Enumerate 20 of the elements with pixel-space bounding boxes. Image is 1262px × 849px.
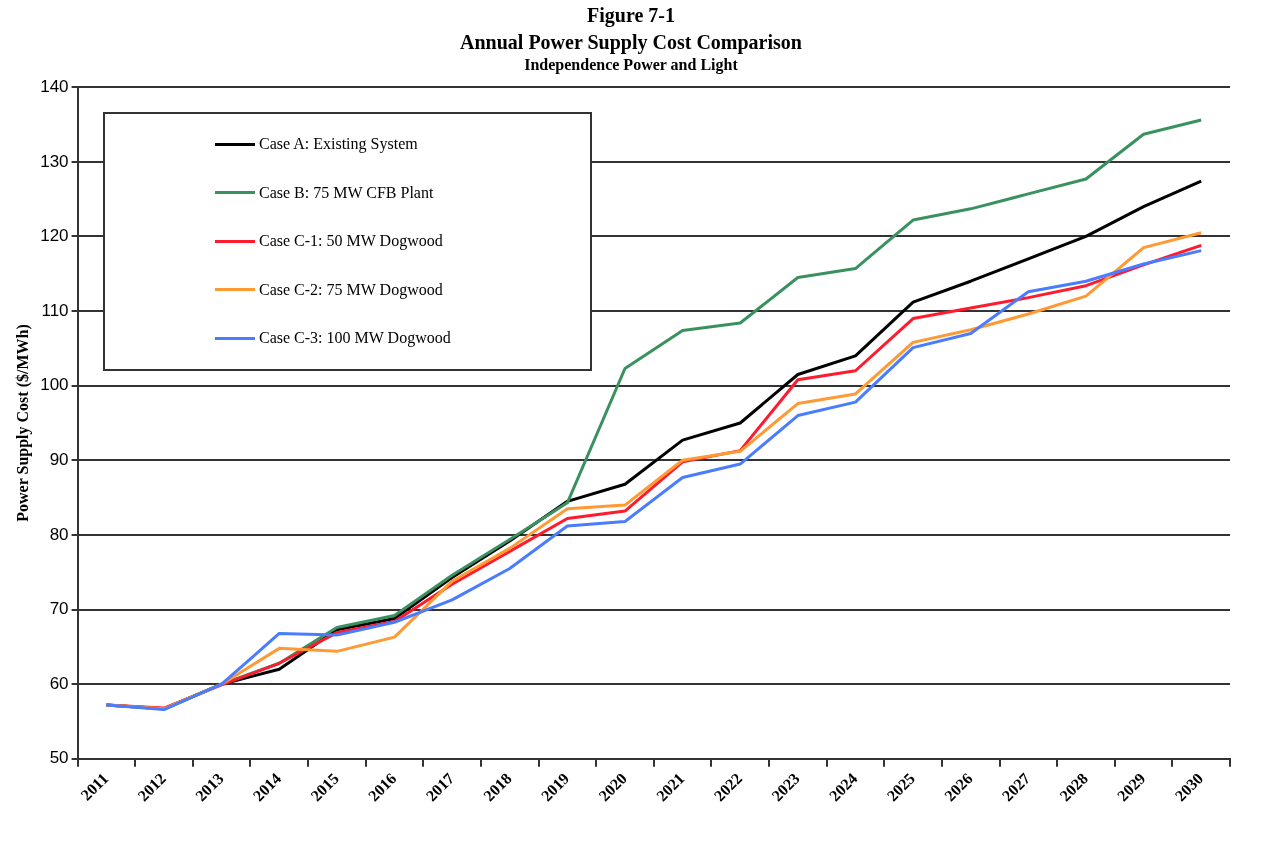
y-tick-label: 110 (41, 300, 69, 320)
legend-label: Case B: 75 MW CFB Plant (259, 183, 434, 202)
y-tick-label: 70 (49, 599, 69, 619)
caption: Figure 7-1 (586, 4, 676, 27)
y-tick-label: 130 (40, 151, 69, 171)
y-tick-label: 60 (49, 673, 69, 693)
y-tick-label: 90 (49, 450, 69, 469)
legend-label: Case C-3: 100 MW Dogwood (259, 329, 451, 348)
legend-label: Case C-1: 50 MW Dogwood (259, 232, 443, 251)
chart-title: Annual Power Supply Cost Comparison (459, 31, 803, 54)
y-tick-label: 80 (49, 524, 69, 544)
y-tick-label: 140 (40, 76, 69, 96)
y-axis-title: Power Supply Cost ($/MWh) (13, 324, 32, 522)
chart-subtitle: Independence Power and Light (523, 56, 739, 74)
x-tick-label: 2011 (77, 769, 112, 804)
y-tick-label: 120 (40, 226, 69, 246)
legend-label: Case C-2: 75 MW Dogwood (259, 280, 443, 299)
legend-label: Case A: Existing System (259, 135, 418, 154)
y-tick-label: 50 (49, 748, 69, 768)
y-tick-label: 100 (40, 375, 69, 395)
